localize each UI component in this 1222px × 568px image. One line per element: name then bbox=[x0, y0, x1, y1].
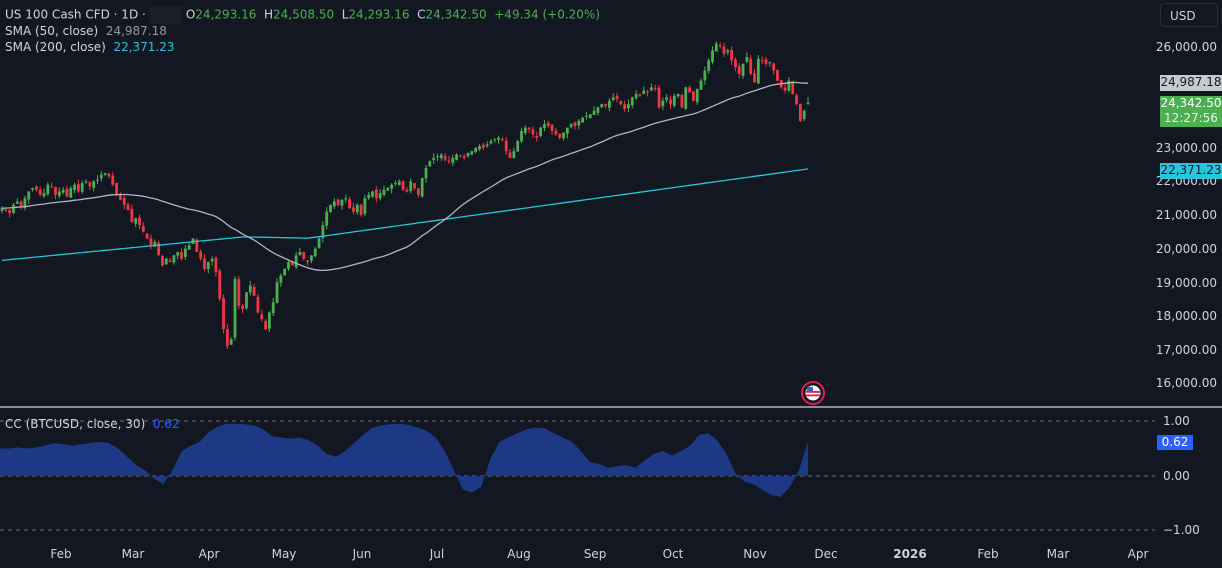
high-label: H bbox=[263, 7, 274, 22]
x-tick: Jul bbox=[429, 547, 445, 561]
change-value: +49.34 (+0.20%) bbox=[494, 7, 601, 22]
sma50-value: 24,987.18 bbox=[105, 24, 167, 38]
open-value: 24,293.16 bbox=[195, 7, 257, 22]
sma200-label: SMA (200, close) bbox=[5, 40, 106, 54]
candlestick-series bbox=[0, 41, 810, 350]
low-label: L bbox=[341, 7, 349, 22]
x-tick: Aug bbox=[507, 547, 531, 561]
y-tick: 16,000.00 bbox=[1155, 376, 1217, 390]
sma50-price-tag: 24,987.18 bbox=[1160, 75, 1222, 91]
cc-value-tag: 0.62 bbox=[1157, 435, 1193, 450]
x-tick: Oct bbox=[662, 547, 684, 561]
x-tick: Feb bbox=[977, 547, 999, 561]
cc-value: 0.62 bbox=[152, 417, 180, 431]
cc-tick: −1.00 bbox=[1163, 523, 1200, 537]
close-value: 24,342.50 bbox=[425, 7, 487, 22]
sma200-legend[interactable]: SMA (200, close) 22,371.23 bbox=[5, 39, 175, 55]
close-label: C bbox=[417, 7, 426, 22]
x-tick: Nov bbox=[743, 547, 767, 561]
last-price-tag: 24,342.50 12:27:56 bbox=[1160, 96, 1222, 127]
x-tick: Apr bbox=[198, 547, 220, 561]
x-tick: Jun bbox=[352, 547, 372, 561]
x-tick: Dec bbox=[814, 547, 838, 561]
x-tick-year: 2026 bbox=[893, 547, 927, 561]
low-value: 24,293.16 bbox=[348, 7, 410, 22]
sma50-legend[interactable]: SMA (50, close) 24,987.18 bbox=[5, 23, 167, 39]
y-tick: 21,000.00 bbox=[1155, 208, 1217, 222]
cc-area-fill bbox=[0, 423, 808, 497]
bar-countdown: 12:27:56 bbox=[1164, 111, 1218, 125]
symbol-title: US 100 Cash CFD · 1D · bbox=[5, 7, 146, 22]
y-tick: 20,000.00 bbox=[1155, 242, 1217, 256]
open-label: O bbox=[185, 7, 196, 22]
x-tick: Feb bbox=[50, 547, 72, 561]
currency-button[interactable]: USD bbox=[1160, 3, 1218, 27]
y-tick: 23,000.00 bbox=[1155, 141, 1217, 155]
cc-tick: 1.00 bbox=[1163, 414, 1190, 428]
x-tick: Mar bbox=[1046, 547, 1070, 561]
us-flag-event-icon[interactable] bbox=[801, 381, 825, 405]
x-tick: May bbox=[271, 547, 297, 561]
cc-legend[interactable]: CC (BTCUSD, close, 30) 0.62 bbox=[5, 416, 180, 432]
last-price-value: 24,342.50 bbox=[1160, 96, 1222, 110]
y-tick: 26,000.00 bbox=[1155, 40, 1217, 54]
cc-tick: 0.00 bbox=[1163, 469, 1190, 483]
sma200-line bbox=[1, 168, 809, 262]
sma200-value: 22,371.23 bbox=[113, 40, 175, 54]
symbol-legend[interactable]: US 100 Cash CFD · 1D · O24,293.16 H24,508… bbox=[5, 6, 600, 24]
y-tick: 19,000.00 bbox=[1155, 276, 1217, 290]
sma50-line bbox=[1, 81, 808, 272]
cc-label: CC (BTCUSD, close, 30) bbox=[5, 417, 146, 431]
redacted-block bbox=[149, 6, 182, 24]
sma200-price-tag: 22,371.23 bbox=[1160, 163, 1222, 179]
x-tick: Apr bbox=[1127, 547, 1149, 561]
y-tick: 18,000.00 bbox=[1155, 309, 1217, 323]
y-tick: 17,000.00 bbox=[1155, 343, 1217, 357]
x-tick: Sep bbox=[583, 547, 607, 561]
high-value: 24,508.50 bbox=[273, 7, 335, 22]
x-tick: Mar bbox=[121, 547, 145, 561]
sma50-label: SMA (50, close) bbox=[5, 24, 99, 38]
